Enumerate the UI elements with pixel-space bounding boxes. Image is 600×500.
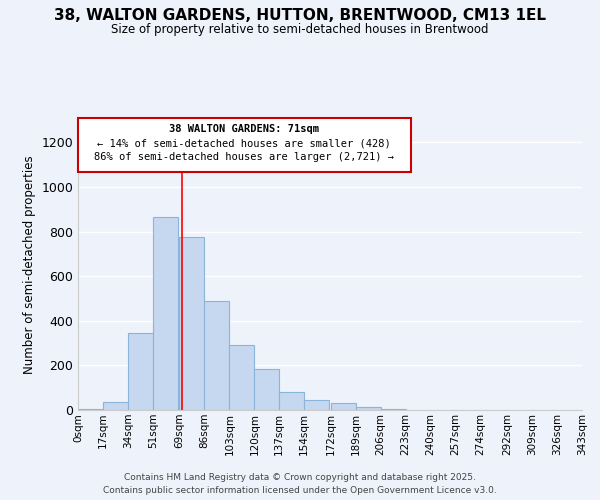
- Text: Size of property relative to semi-detached houses in Brentwood: Size of property relative to semi-detach…: [111, 22, 489, 36]
- Bar: [254, 368, 280, 410]
- Bar: [229, 346, 254, 410]
- Bar: [205, 300, 229, 410]
- Bar: [304, 400, 329, 410]
- Text: 38, WALTON GARDENS, HUTTON, BRENTWOOD, CM13 1EL: 38, WALTON GARDENS, HUTTON, BRENTWOOD, C…: [54, 8, 546, 22]
- Bar: [331, 404, 356, 410]
- Bar: [78, 409, 103, 410]
- Bar: [380, 409, 406, 410]
- Text: 38 WALTON GARDENS: 71sqm: 38 WALTON GARDENS: 71sqm: [169, 124, 319, 134]
- Bar: [179, 237, 205, 410]
- Text: ← 14% of semi-detached houses are smaller (428): ← 14% of semi-detached houses are smalle…: [97, 138, 391, 148]
- Bar: [153, 217, 178, 410]
- Bar: [356, 406, 380, 410]
- Text: Contains HM Land Registry data © Crown copyright and database right 2025.
Contai: Contains HM Land Registry data © Crown c…: [103, 474, 497, 495]
- Bar: [280, 392, 304, 410]
- Text: 86% of semi-detached houses are larger (2,721) →: 86% of semi-detached houses are larger (…: [94, 152, 394, 162]
- Bar: [103, 402, 128, 410]
- Y-axis label: Number of semi-detached properties: Number of semi-detached properties: [23, 156, 36, 374]
- Bar: [128, 333, 153, 410]
